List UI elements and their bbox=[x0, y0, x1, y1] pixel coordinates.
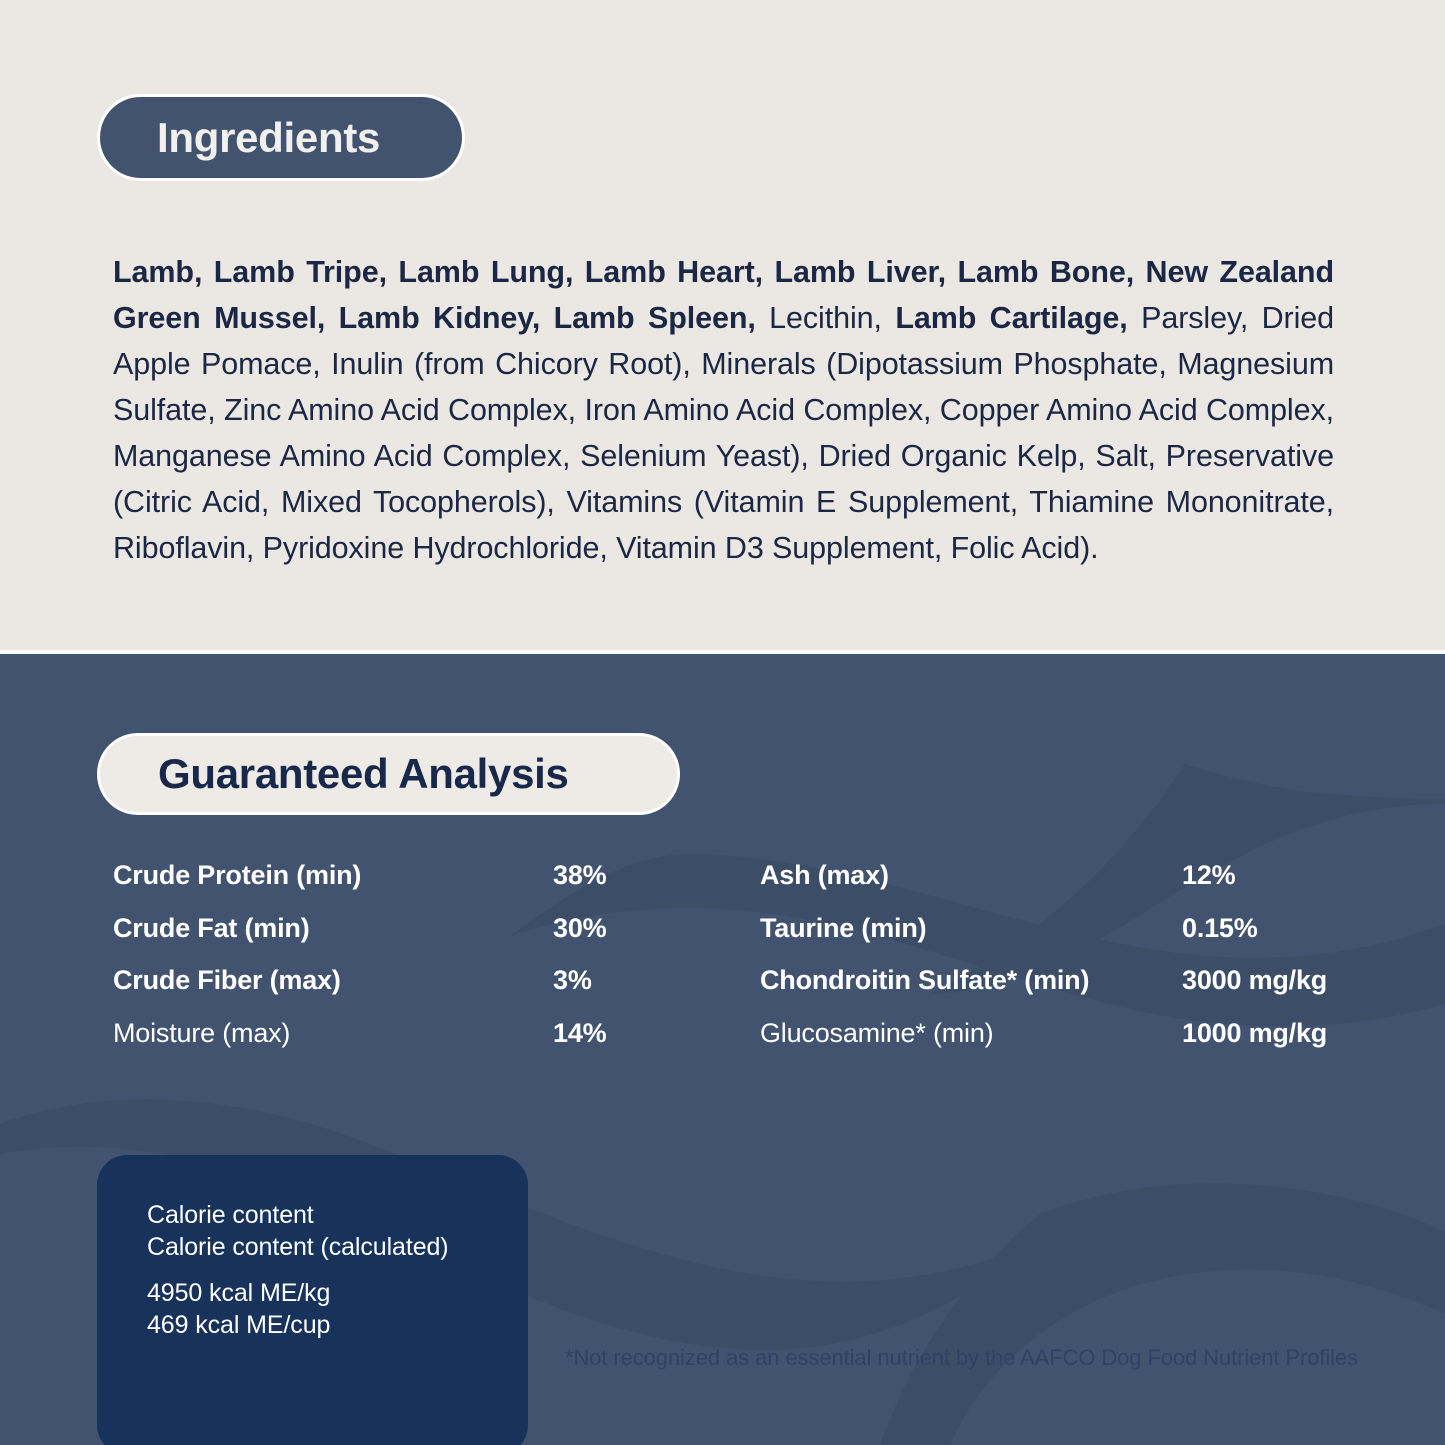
table-row: Ash (max) 12% bbox=[760, 860, 1400, 913]
ingredients-heading-pill: Ingredients bbox=[97, 94, 465, 181]
analysis-value: 3000 mg/kg bbox=[1182, 965, 1328, 995]
calorie-kcal-per-kg: 4950 kcal ME/kg bbox=[147, 1279, 331, 1307]
table-row: Crude Fiber (max) 3% bbox=[113, 965, 753, 1018]
table-row: Chondroitin Sulfate* (min) 3000 mg/kg bbox=[760, 965, 1400, 1018]
calorie-spacer bbox=[147, 1263, 528, 1277]
table-row: Moisture (max) 14% bbox=[113, 1018, 753, 1071]
analysis-right-column: Ash (max) 12% Taurine (min) 0.15% Chondr… bbox=[760, 860, 1400, 1070]
analysis-value: 3% bbox=[553, 965, 592, 995]
table-row: Crude Protein (min) 38% bbox=[113, 860, 753, 913]
analysis-label: Glucosamine* (min) bbox=[760, 1017, 994, 1048]
section-divider bbox=[0, 650, 1445, 654]
calorie-content-box: Calorie content Calorie content (calcula… bbox=[97, 1155, 528, 1445]
analysis-value: 1000 mg/kg bbox=[1182, 1017, 1328, 1048]
analysis-label: Crude Fiber (max) bbox=[113, 965, 341, 995]
ingredients-bold-part: Lamb, Lamb Tripe, Lamb Lung, Lamb Heart,… bbox=[113, 254, 1334, 335]
table-row: Taurine (min) 0.15% bbox=[760, 913, 1400, 966]
table-row: Glucosamine* (min) 1000 mg/kg bbox=[760, 1018, 1400, 1071]
guaranteed-analysis-heading-pill: Guaranteed Analysis bbox=[97, 733, 680, 815]
analysis-label: Crude Protein (min) bbox=[113, 860, 362, 890]
analysis-value: 30% bbox=[553, 912, 607, 943]
guaranteed-analysis-heading-label: Guaranteed Analysis bbox=[158, 750, 569, 797]
analysis-value: 0.15% bbox=[1182, 912, 1258, 943]
analysis-left-column: Crude Protein (min) 38% Crude Fat (min) … bbox=[113, 860, 753, 1070]
ingredients-bold-cartilage: Lamb Cartilage, bbox=[895, 300, 1128, 335]
calorie-kcal-per-cup: 469 kcal ME/cup bbox=[147, 1311, 331, 1339]
analysis-label: Chondroitin Sulfate* (min) bbox=[760, 965, 1090, 995]
calorie-content-label: Calorie content bbox=[147, 1201, 314, 1229]
ingredients-regular-lecithin: Lecithin, bbox=[755, 300, 896, 335]
analysis-label: Crude Fat (min) bbox=[113, 912, 310, 943]
analysis-label: Taurine (min) bbox=[760, 912, 927, 943]
analysis-value: 14% bbox=[553, 1017, 607, 1048]
ingredients-text: Lamb, Lamb Tripe, Lamb Lung, Lamb Heart,… bbox=[113, 249, 1334, 571]
analysis-label: Moisture (max) bbox=[113, 1017, 291, 1048]
aafco-footnote: *Not recognized as an essential nutrient… bbox=[565, 1345, 1358, 1370]
table-row: Crude Fat (min) 30% bbox=[113, 913, 753, 966]
calorie-content-calculated-label: Calorie content (calculated) bbox=[147, 1233, 449, 1261]
analysis-value: 12% bbox=[1182, 860, 1236, 890]
ingredients-heading-label: Ingredients bbox=[157, 113, 381, 161]
analysis-label: Ash (max) bbox=[760, 860, 889, 890]
analysis-value: 38% bbox=[553, 860, 607, 890]
ingredients-regular-part: Parsley, Dried Apple Pomace, Inulin (fro… bbox=[113, 300, 1335, 565]
